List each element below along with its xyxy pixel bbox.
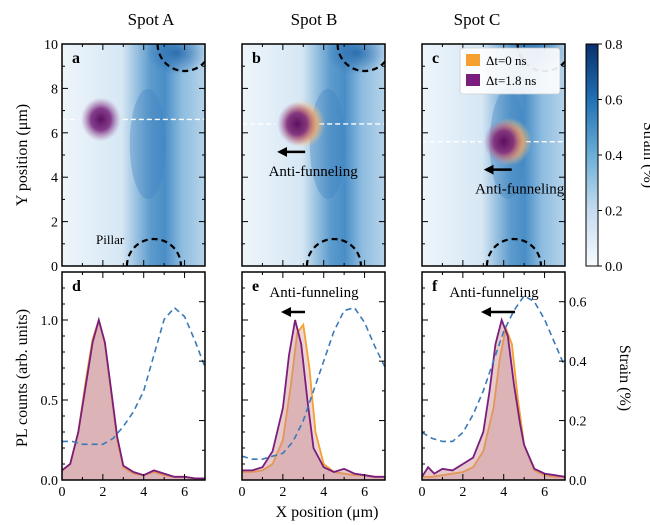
panel-f: 0 2 4 6 0.0 0.2 0.4 0.6 f Anti-funneling xyxy=(419,271,587,500)
pl-area xyxy=(62,320,205,480)
panel-frame xyxy=(61,271,206,481)
y-tick-label: 1.0 xyxy=(41,314,59,329)
x-tick-label: 6 xyxy=(361,485,368,500)
panel-frame xyxy=(241,271,386,481)
column-title-c: Spot C xyxy=(454,10,501,29)
legend-swatch xyxy=(466,54,480,66)
x-axis-label: X position (μm) xyxy=(276,504,379,521)
y-tick-label: 0.5 xyxy=(41,394,59,409)
panel-letter: a xyxy=(72,50,80,67)
panel-e: 0 2 4 6 e Anti-funneling xyxy=(239,271,386,500)
x-tick-label: 6 xyxy=(181,485,188,500)
colorbar-gradient xyxy=(585,43,599,267)
panel-frame xyxy=(421,271,566,481)
right-y-tick-label: 0.2 xyxy=(569,415,587,430)
strain-map xyxy=(62,44,205,266)
y-tick-label: 8 xyxy=(51,82,58,97)
pillar-outline xyxy=(125,237,183,266)
colorbar-label: Strain (%) xyxy=(640,122,650,188)
right-y-tick-label: 0.0 xyxy=(569,474,587,489)
y-tick-label: 0 xyxy=(51,260,58,275)
y-tick-label: 4 xyxy=(51,171,58,186)
legend-box xyxy=(459,47,561,95)
plot-area xyxy=(62,44,205,266)
exciton-spot-late xyxy=(277,101,318,146)
pillar-outline xyxy=(305,237,363,266)
pillar-outline xyxy=(485,237,543,266)
pl-area xyxy=(242,320,385,480)
pl-area xyxy=(422,320,565,480)
pl-line-series-1 xyxy=(242,322,385,478)
panel-letter: e xyxy=(252,278,259,295)
strain-line xyxy=(422,294,565,443)
strain-line xyxy=(242,306,385,460)
panel-a: 0 2 4 6 8 10 a Pillar xyxy=(44,38,206,275)
plot-area xyxy=(422,272,565,480)
x-tick-label: 2 xyxy=(459,485,466,500)
x-tick-label: 0 xyxy=(239,485,246,500)
y-tick-label: 2 xyxy=(51,216,58,231)
x-tick-label: 4 xyxy=(140,485,147,500)
strain-hotspot xyxy=(146,44,205,75)
colorbar: 0.0 0.2 0.4 0.6 0.8 Strain (%) xyxy=(585,38,650,275)
colorbar-tick-label: 0.0 xyxy=(605,260,623,275)
exciton-spot-late xyxy=(80,97,121,142)
x-tick-label: 2 xyxy=(99,485,106,500)
legend-label: Δt=1.8 ns xyxy=(486,73,536,88)
x-tick-label: 6 xyxy=(541,485,548,500)
right-y-tick-label: 0.4 xyxy=(569,355,587,370)
pl-line-series-2 xyxy=(62,316,205,480)
anti-funneling-label: Anti-funneling xyxy=(449,285,539,301)
panel-letter: f xyxy=(432,278,438,295)
panel-c: c Anti-funneling Δt=0 ns Δt=1.8 ns xyxy=(421,43,566,267)
panel-letter: d xyxy=(72,278,81,295)
pl-area xyxy=(62,320,205,480)
bottom-y-axis-label: PL counts (arb. units) xyxy=(14,309,31,447)
strain-line xyxy=(62,306,205,446)
pl-area xyxy=(422,328,565,480)
strain-ridge xyxy=(129,88,166,199)
colorbar-tick-label: 0.8 xyxy=(605,38,623,53)
plot-area xyxy=(242,272,385,480)
plot-area xyxy=(62,272,205,480)
pl-line-series-2 xyxy=(242,319,385,478)
top-y-axis-label: Y position (μm) xyxy=(14,104,31,206)
legend-swatch xyxy=(466,74,480,86)
plot-background xyxy=(422,272,565,480)
column-title-a: Spot A xyxy=(128,10,175,29)
anti-funneling-label: Anti-funneling xyxy=(269,164,359,180)
anti-funneling-label: Anti-funneling xyxy=(475,182,565,198)
x-tick-label: 2 xyxy=(279,485,286,500)
panel-letter: b xyxy=(252,50,261,67)
right-y-axis-label: Strain (%) xyxy=(616,345,633,411)
legend-label: Δt=0 ns xyxy=(486,53,527,68)
panel-b: b Anti-funneling xyxy=(241,43,386,267)
legend: Δt=0 ns Δt=1.8 ns xyxy=(459,47,561,95)
strain-map xyxy=(242,44,385,266)
pillar-label: Pillar xyxy=(96,232,125,247)
x-tick-label: 4 xyxy=(500,485,507,500)
colorbar-tick-label: 0.2 xyxy=(605,205,623,220)
pl-line-series-2 xyxy=(422,317,565,478)
pl-line-series-1 xyxy=(422,324,565,478)
column-title-b: Spot B xyxy=(291,10,338,29)
anti-funneling-label: Anti-funneling xyxy=(269,285,359,301)
pillar-outline xyxy=(336,44,385,73)
strain-hotspot xyxy=(326,44,385,75)
x-tick-label: 4 xyxy=(320,485,327,500)
right-y-tick-label: 0.6 xyxy=(569,296,587,311)
pillar-outline xyxy=(156,44,205,73)
plot-area xyxy=(242,44,385,266)
colorbar-tick-label: 0.6 xyxy=(605,94,623,109)
colorbar-tick-label: 0.4 xyxy=(605,149,623,164)
x-tick-label: 0 xyxy=(419,485,426,500)
exciton-spot-late xyxy=(483,119,524,164)
y-tick-label: 0.0 xyxy=(41,474,59,489)
x-tick-label: 0 xyxy=(59,485,66,500)
y-tick-label: 10 xyxy=(44,38,58,53)
panel-d: 0 2 4 6 0.0 0.5 1.0 d xyxy=(41,271,206,500)
y-tick-label: 6 xyxy=(51,127,58,142)
panel-letter: c xyxy=(432,50,439,67)
